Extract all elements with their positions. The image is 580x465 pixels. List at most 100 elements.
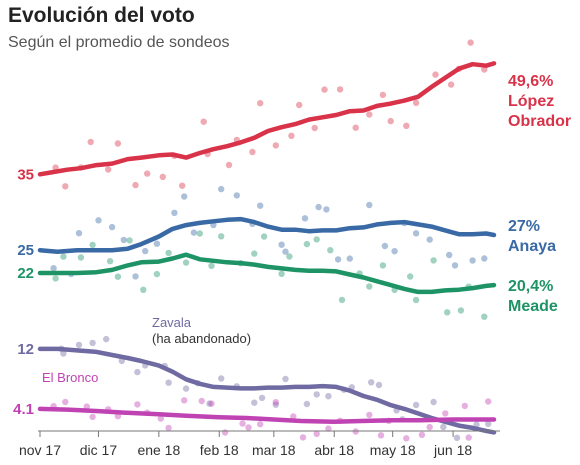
- poll-dot: [391, 248, 398, 255]
- x-tick-label: jun 18: [433, 442, 472, 458]
- poll-dot: [251, 250, 258, 257]
- poll-dot: [467, 39, 474, 46]
- poll-dot: [206, 400, 213, 407]
- poll-dot: [181, 397, 188, 404]
- poll-dot: [181, 193, 188, 200]
- poll-dot: [260, 233, 268, 240]
- zavala-annotation: Zavala: [152, 315, 192, 330]
- poll-scatter-layer: [50, 39, 492, 442]
- poll-dot: [218, 185, 225, 193]
- poll-dot: [165, 379, 172, 386]
- poll-dot: [375, 381, 383, 389]
- poll-dot: [412, 401, 420, 409]
- poll-dot: [182, 385, 190, 392]
- poll-dot: [75, 341, 83, 349]
- poll-dot: [140, 286, 147, 293]
- poll-dot: [132, 181, 139, 189]
- poll-dot: [407, 273, 414, 280]
- poll-dot: [430, 257, 437, 264]
- poll-dot: [153, 240, 161, 247]
- poll-dot: [190, 229, 198, 236]
- poll-dot: [52, 275, 59, 282]
- series-labels-layer: 35 49,6% López Obrador 25 27% Anaya 22 20,4% Mead…: [13, 73, 571, 418]
- poll-dot: [233, 192, 240, 199]
- poll-dot: [134, 401, 141, 408]
- series-lines-layer: [37, 61, 497, 435]
- poll-dot: [412, 99, 420, 107]
- poll-dot: [377, 432, 385, 439]
- poll-dot: [366, 201, 373, 209]
- start-value-label: 22: [17, 265, 34, 282]
- poll-dot: [366, 283, 373, 290]
- poll-dot: [296, 101, 303, 109]
- poll-dot: [426, 236, 433, 243]
- poll-dot: [89, 241, 96, 249]
- poll-dot: [325, 393, 332, 400]
- poll-dot: [278, 270, 285, 277]
- poll-dot: [447, 81, 455, 88]
- poll-dot: [60, 253, 67, 260]
- poll-dot: [288, 132, 295, 139]
- poll-dot: [282, 248, 289, 255]
- poll-dot: [412, 230, 420, 237]
- poll-dot: [77, 254, 85, 261]
- poll-dot: [303, 400, 311, 408]
- poll-dot: [338, 296, 346, 304]
- x-tick-label: feb 18: [200, 442, 239, 458]
- poll-dot: [301, 215, 309, 222]
- poll-dot: [89, 339, 96, 347]
- poll-dot: [282, 375, 289, 383]
- poll-dot: [75, 230, 83, 237]
- poll-dot: [221, 429, 229, 436]
- poll-dot: [272, 399, 279, 406]
- poll-dot: [321, 86, 328, 93]
- zavala-annotation-note: (ha abandonado): [152, 331, 251, 346]
- poll-dot: [114, 140, 122, 147]
- poll-dot: [327, 247, 334, 254]
- x-axis: nov 17 dic 17 ene 18 feb 18 mar 18 abr 18 may …: [19, 430, 500, 458]
- poll-dot: [165, 249, 172, 257]
- poll-dot: [313, 236, 320, 243]
- poll-dot: [426, 423, 433, 431]
- poll-dot: [134, 368, 141, 376]
- poll-dot: [379, 91, 387, 99]
- poll-dot: [461, 402, 468, 410]
- poll-dot: [418, 431, 426, 438]
- poll-dot: [218, 233, 225, 240]
- x-tick-label: nov 17: [19, 442, 61, 458]
- poll-dot: [106, 258, 114, 265]
- poll-dot: [257, 100, 264, 107]
- poll-dot: [387, 117, 394, 125]
- poll-dot: [278, 241, 285, 248]
- poll-dot: [313, 430, 320, 438]
- chart-subtitle: Según el promedio de sondeos: [8, 34, 230, 51]
- poll-dot: [465, 434, 472, 441]
- x-tick-label: abr 18: [314, 442, 354, 458]
- poll-dot: [157, 415, 164, 422]
- poll-dot: [114, 273, 122, 280]
- poll-dot: [258, 394, 266, 402]
- poll-dot: [87, 138, 94, 146]
- poll-dot: [457, 307, 465, 314]
- series-line-lopez-obrador: [37, 61, 497, 177]
- poll-dot: [481, 313, 488, 320]
- poll-dot: [62, 183, 69, 190]
- end-value-label: 20,4%: [508, 278, 553, 295]
- poll-dot: [182, 259, 190, 266]
- poll-dot: [245, 424, 252, 431]
- poll-dot: [366, 111, 373, 118]
- poll-dot: [218, 375, 225, 382]
- series-line-zavala: [37, 346, 497, 435]
- poll-dot: [313, 391, 320, 398]
- poll-dot: [299, 434, 307, 441]
- poll-dot: [179, 182, 186, 189]
- poll-dot: [453, 434, 461, 441]
- poll-dot: [430, 398, 437, 406]
- x-tick-label: ene 18: [137, 442, 180, 458]
- start-value-label: 4.1: [13, 401, 34, 418]
- poll-dot: [144, 170, 151, 177]
- poll-dot: [89, 413, 96, 421]
- end-value-label: 49,6%: [508, 73, 553, 90]
- poll-dot: [142, 247, 149, 255]
- poll-dot: [432, 71, 439, 78]
